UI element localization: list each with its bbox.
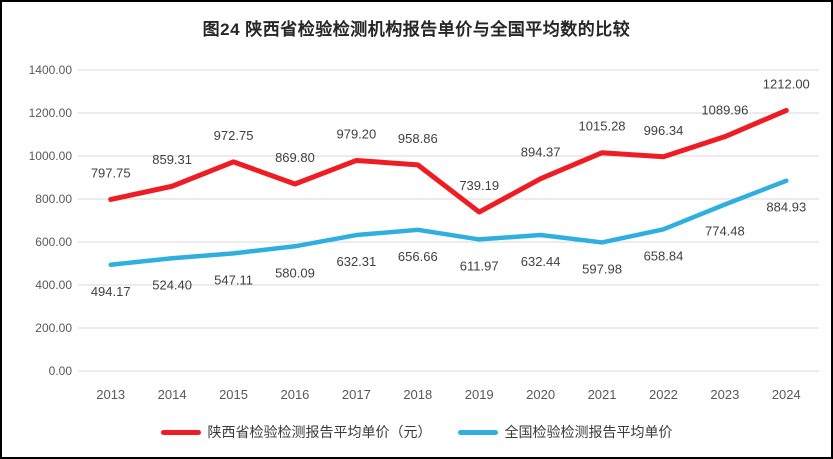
svg-text:979.20: 979.20	[336, 126, 376, 141]
svg-text:972.75: 972.75	[214, 128, 254, 143]
svg-text:1000.00: 1000.00	[29, 149, 73, 163]
svg-text:1212.00: 1212.00	[763, 76, 810, 91]
svg-text:2019: 2019	[465, 387, 494, 402]
legend-label-national: 全国检验检测报告平均单价	[504, 424, 673, 440]
svg-text:2020: 2020	[526, 387, 555, 402]
svg-text:1089.96: 1089.96	[701, 103, 748, 118]
svg-text:958.86: 958.86	[398, 131, 438, 146]
svg-text:1015.28: 1015.28	[579, 119, 626, 134]
svg-text:739.19: 739.19	[459, 178, 499, 193]
svg-text:996.34: 996.34	[644, 123, 684, 138]
svg-text:797.75: 797.75	[91, 165, 131, 180]
svg-text:2013: 2013	[96, 387, 125, 402]
legend-item-national: 全国检验检测报告平均单价	[457, 422, 673, 442]
svg-text:658.84: 658.84	[644, 248, 684, 263]
svg-text:524.40: 524.40	[152, 277, 192, 292]
svg-text:1400.00: 1400.00	[29, 63, 73, 77]
svg-text:2021: 2021	[588, 387, 617, 402]
svg-text:2014: 2014	[158, 387, 187, 402]
svg-text:632.31: 632.31	[336, 254, 376, 269]
legend-swatch-shaanxi-red	[160, 429, 201, 435]
svg-text:611.97: 611.97	[460, 258, 499, 273]
svg-text:1200.00: 1200.00	[29, 106, 73, 120]
svg-text:2015: 2015	[219, 387, 248, 402]
svg-text:774.48: 774.48	[705, 223, 745, 238]
svg-text:2016: 2016	[280, 387, 309, 402]
legend-label-shaanxi: 陕西省检验检测报告平均单价（元）	[207, 424, 432, 440]
svg-text:2022: 2022	[649, 387, 678, 402]
svg-text:894.37: 894.37	[521, 145, 561, 160]
chart-legend: 陕西省检验检测报告平均单价（元） 全国检验检测报告平均单价	[2, 422, 831, 442]
svg-text:2017: 2017	[342, 387, 371, 402]
svg-text:859.31: 859.31	[152, 152, 192, 167]
svg-text:597.98: 597.98	[582, 261, 622, 276]
svg-text:2024: 2024	[772, 387, 801, 402]
svg-text:580.09: 580.09	[275, 265, 315, 280]
svg-text:547.11: 547.11	[214, 272, 253, 287]
svg-text:2023: 2023	[710, 387, 739, 402]
chart-title: 图24 陕西省检验检测机构报告单价与全国平均数的比较	[202, 20, 631, 39]
svg-text:200.00: 200.00	[35, 321, 72, 335]
svg-text:600.00: 600.00	[35, 235, 72, 249]
svg-text:400.00: 400.00	[35, 278, 72, 292]
svg-text:0.00: 0.00	[49, 364, 73, 378]
svg-text:632.44: 632.44	[521, 254, 561, 269]
svg-text:800.00: 800.00	[35, 192, 72, 206]
legend-swatch-national-blue	[457, 429, 498, 435]
svg-text:884.93: 884.93	[766, 200, 806, 215]
svg-text:494.17: 494.17	[91, 284, 131, 299]
legend-item-shaanxi: 陕西省检验检测报告平均单价（元）	[160, 422, 432, 442]
svg-text:869.80: 869.80	[275, 150, 315, 165]
svg-text:2018: 2018	[403, 387, 432, 402]
svg-text:656.66: 656.66	[398, 249, 438, 264]
